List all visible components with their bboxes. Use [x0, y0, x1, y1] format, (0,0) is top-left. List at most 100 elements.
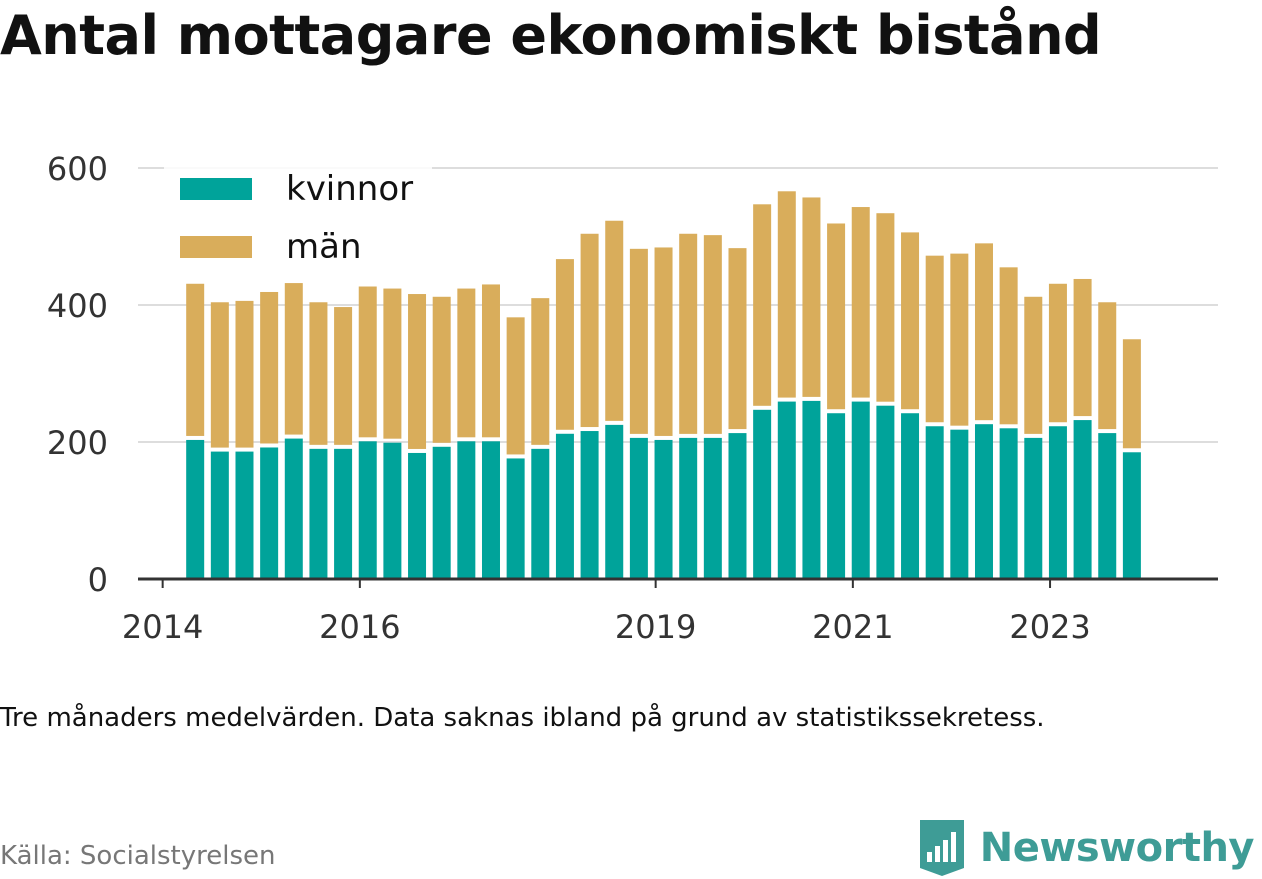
bar-kvinnor	[851, 401, 870, 579]
bar-man	[827, 223, 846, 410]
bar-kvinnor	[408, 452, 427, 579]
bar-man	[186, 283, 205, 436]
source-label: Källa: Socialstyrelsen	[0, 841, 276, 871]
bar-kvinnor	[531, 448, 550, 579]
bar-man	[1098, 302, 1117, 430]
legend-swatch	[180, 236, 252, 258]
bar-man	[876, 213, 895, 402]
bar-kvinnor	[186, 439, 205, 579]
bar-kvinnor	[950, 429, 969, 579]
bar-man	[457, 288, 476, 438]
bar-kvinnor	[802, 400, 821, 579]
bar-man	[901, 232, 920, 410]
bar-man	[802, 197, 821, 397]
bar-kvinnor	[334, 448, 353, 579]
bar-man	[210, 302, 229, 448]
bar-man	[974, 243, 993, 421]
bar-kvinnor	[309, 448, 328, 579]
bar-man	[605, 220, 624, 421]
y-tick-label: 0	[88, 561, 108, 599]
chart-note: Tre månaders medelvärden. Data saknas ib…	[0, 703, 1045, 733]
bar-kvinnor	[506, 458, 525, 579]
y-tick-label: 600	[47, 150, 108, 188]
bar-man	[1048, 283, 1067, 423]
bar-man	[284, 283, 303, 435]
x-tick-label: 2014	[122, 608, 203, 646]
bar-kvinnor	[1122, 452, 1141, 579]
bar-kvinnor	[876, 405, 895, 579]
bar-kvinnor	[703, 437, 722, 579]
brand-name: Newsworthy	[979, 825, 1255, 871]
brand[interactable]: Newsworthy	[918, 818, 1255, 878]
bar-kvinnor	[555, 433, 574, 579]
x-tick-label: 2019	[615, 608, 696, 646]
chart-title: Antal mottagare ekonomiskt bistånd	[0, 4, 1102, 67]
bar-kvinnor	[728, 433, 747, 579]
bar-man	[334, 307, 353, 445]
bars	[186, 191, 1141, 579]
bar-kvinnor	[1048, 426, 1067, 579]
bar-kvinnor	[1073, 420, 1092, 579]
bar-kvinnor	[629, 437, 648, 579]
bar-kvinnor	[1098, 433, 1117, 579]
bar-man	[408, 294, 427, 449]
bar-man	[383, 288, 402, 439]
legend-swatch	[180, 178, 252, 200]
bar-man	[777, 191, 796, 398]
x-tick-label: 2016	[319, 608, 400, 646]
bar-man	[1073, 278, 1092, 417]
bar-man	[1024, 296, 1043, 434]
legend: kvinnor män	[164, 164, 432, 276]
y-tick-label: 200	[47, 424, 108, 462]
bar-kvinnor	[383, 442, 402, 579]
bar-kvinnor	[827, 413, 846, 579]
bar-man	[506, 317, 525, 455]
newsworthy-logo-icon	[919, 820, 964, 876]
bar-kvinnor	[605, 424, 624, 579]
bar-kvinnor	[999, 428, 1018, 579]
bar-kvinnor	[580, 431, 599, 579]
bar-man	[950, 253, 969, 426]
y-tick-label: 400	[47, 287, 108, 325]
bar-kvinnor	[654, 439, 673, 579]
bar-man	[260, 291, 279, 444]
bar-kvinnor	[1024, 437, 1043, 579]
bar-man	[629, 248, 648, 434]
legend-label: män	[286, 227, 362, 267]
bar-kvinnor	[753, 409, 772, 579]
x-tick-label: 2021	[812, 608, 893, 646]
bar-kvinnor	[901, 413, 920, 579]
bar-man	[309, 302, 328, 445]
bar-man	[580, 233, 599, 428]
bar-man	[925, 255, 944, 423]
bar-kvinnor	[284, 438, 303, 579]
bar-man	[999, 267, 1018, 425]
axes: 0 200 400 600 2014 2016 2019 2021 2023	[47, 150, 1218, 646]
bar-man	[358, 286, 377, 438]
bar-kvinnor	[679, 437, 698, 579]
bar-man	[235, 300, 254, 448]
bar-man	[531, 298, 550, 445]
bar-man	[432, 296, 451, 443]
bar-man	[654, 247, 673, 436]
bar-kvinnor	[457, 441, 476, 579]
bar-man	[1122, 339, 1141, 449]
bar-kvinnor	[358, 441, 377, 579]
bar-kvinnor	[260, 447, 279, 579]
x-tick-label: 2023	[1009, 608, 1090, 646]
bar-man	[753, 204, 772, 406]
bar-kvinnor	[974, 424, 993, 579]
bar-man	[555, 259, 574, 430]
bar-man	[728, 248, 747, 430]
bar-man	[851, 207, 870, 398]
bar-kvinnor	[210, 451, 229, 579]
bar-kvinnor	[235, 451, 254, 579]
legend-label: kvinnor	[286, 169, 413, 209]
bar-kvinnor	[481, 441, 500, 579]
bar-kvinnor	[777, 401, 796, 579]
bar-man	[679, 233, 698, 434]
bar-man	[481, 284, 500, 438]
bar-man	[703, 235, 722, 434]
bar-kvinnor	[925, 426, 944, 579]
chart: kvinnor män 0 200 400 600 2014 2016 2019 2021 202…	[47, 150, 1218, 646]
